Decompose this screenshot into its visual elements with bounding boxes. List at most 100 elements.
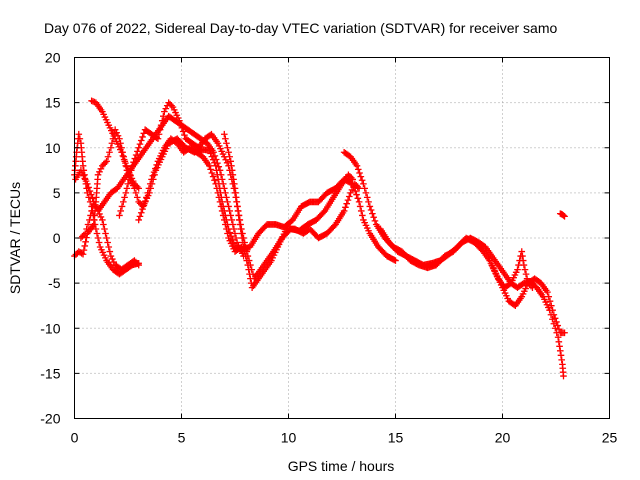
x-tick-label: 0 [71,430,79,446]
data-point [217,203,225,210]
data-point [176,117,183,124]
series-track-5 [77,198,142,273]
data-point [75,130,83,138]
data-point [72,251,80,258]
data-point [208,153,216,160]
data-point [99,162,106,170]
data-point [122,189,130,197]
data-point [131,185,138,192]
data-point [131,155,139,162]
data-point [87,191,95,198]
x-tick-label: 10 [281,430,297,446]
data-point [221,130,228,138]
data-point [345,171,352,179]
data-point [238,230,245,237]
data-point [344,196,352,204]
data-point [245,266,252,273]
data-point [346,173,354,180]
data-point [236,244,244,252]
axis-ticks [74,57,610,419]
data-point [216,198,224,206]
data-point [83,225,90,233]
data-point [211,152,219,160]
data-point [124,180,132,188]
data-point [227,157,235,165]
data-point [214,176,222,183]
data-point [135,261,142,269]
data-point [116,135,123,143]
data-point [161,108,168,115]
data-point [520,261,528,269]
data-point [228,167,236,174]
data-point [104,153,112,161]
data-point [101,225,108,233]
data-point [121,194,128,201]
data-point [135,198,142,206]
data-point [392,257,399,264]
series-track-6 [116,99,356,282]
data-point [218,207,226,215]
data-point [76,135,84,143]
data-point [157,121,165,129]
data-point [111,126,119,133]
x-tick-labels: 0 5 10 15 20 25 [71,430,618,446]
data-point [79,233,86,240]
data-point [560,372,567,380]
data-point [547,302,555,309]
data-point [348,186,356,194]
data-point [102,230,109,237]
data-point [133,194,141,201]
data-point [93,204,100,212]
data-point [153,134,160,142]
data-point [125,176,133,183]
data-point [342,204,349,211]
data-point [212,180,220,188]
y-tick-labels: -20 -15 -10 -5 0 5 10 15 20 [40,50,60,427]
data-point [550,311,558,319]
x-tick-label: 5 [178,430,186,446]
data-point [86,216,93,224]
data-point [133,183,141,191]
data-point [145,185,153,192]
data-point [360,180,367,188]
data-point [246,270,253,278]
data-marks [71,97,568,380]
data-point [117,207,125,215]
data-point [206,147,213,154]
data-point [242,252,249,260]
y-tick-label: 10 [45,140,61,156]
data-point [99,216,106,224]
series-track-3 [88,97,142,192]
data-point [80,231,88,239]
data-point [238,234,246,242]
data-point [362,189,370,197]
data-point [94,207,102,215]
y-tick-label: 15 [45,95,61,111]
data-point [207,166,214,173]
data-point [506,280,514,288]
y-tick-label: -5 [48,275,61,291]
data-point [370,213,377,221]
y-tick-label: -15 [40,365,60,381]
data-point [214,171,221,179]
data-point [96,168,103,176]
data-point [100,221,107,228]
data-point [154,135,162,143]
data-point [359,212,366,219]
data-point [131,257,138,264]
data-point [215,163,223,171]
data-point [137,209,145,217]
data-point [109,135,117,143]
data-point [86,187,94,195]
data-point [81,230,89,237]
data-point [371,217,379,225]
data-point [352,182,360,189]
data-point [211,176,218,184]
data-point [230,180,238,188]
data-point [95,239,103,246]
data-point [527,282,535,290]
data-point [168,102,175,109]
data-point [354,166,362,173]
data-point [518,248,526,255]
